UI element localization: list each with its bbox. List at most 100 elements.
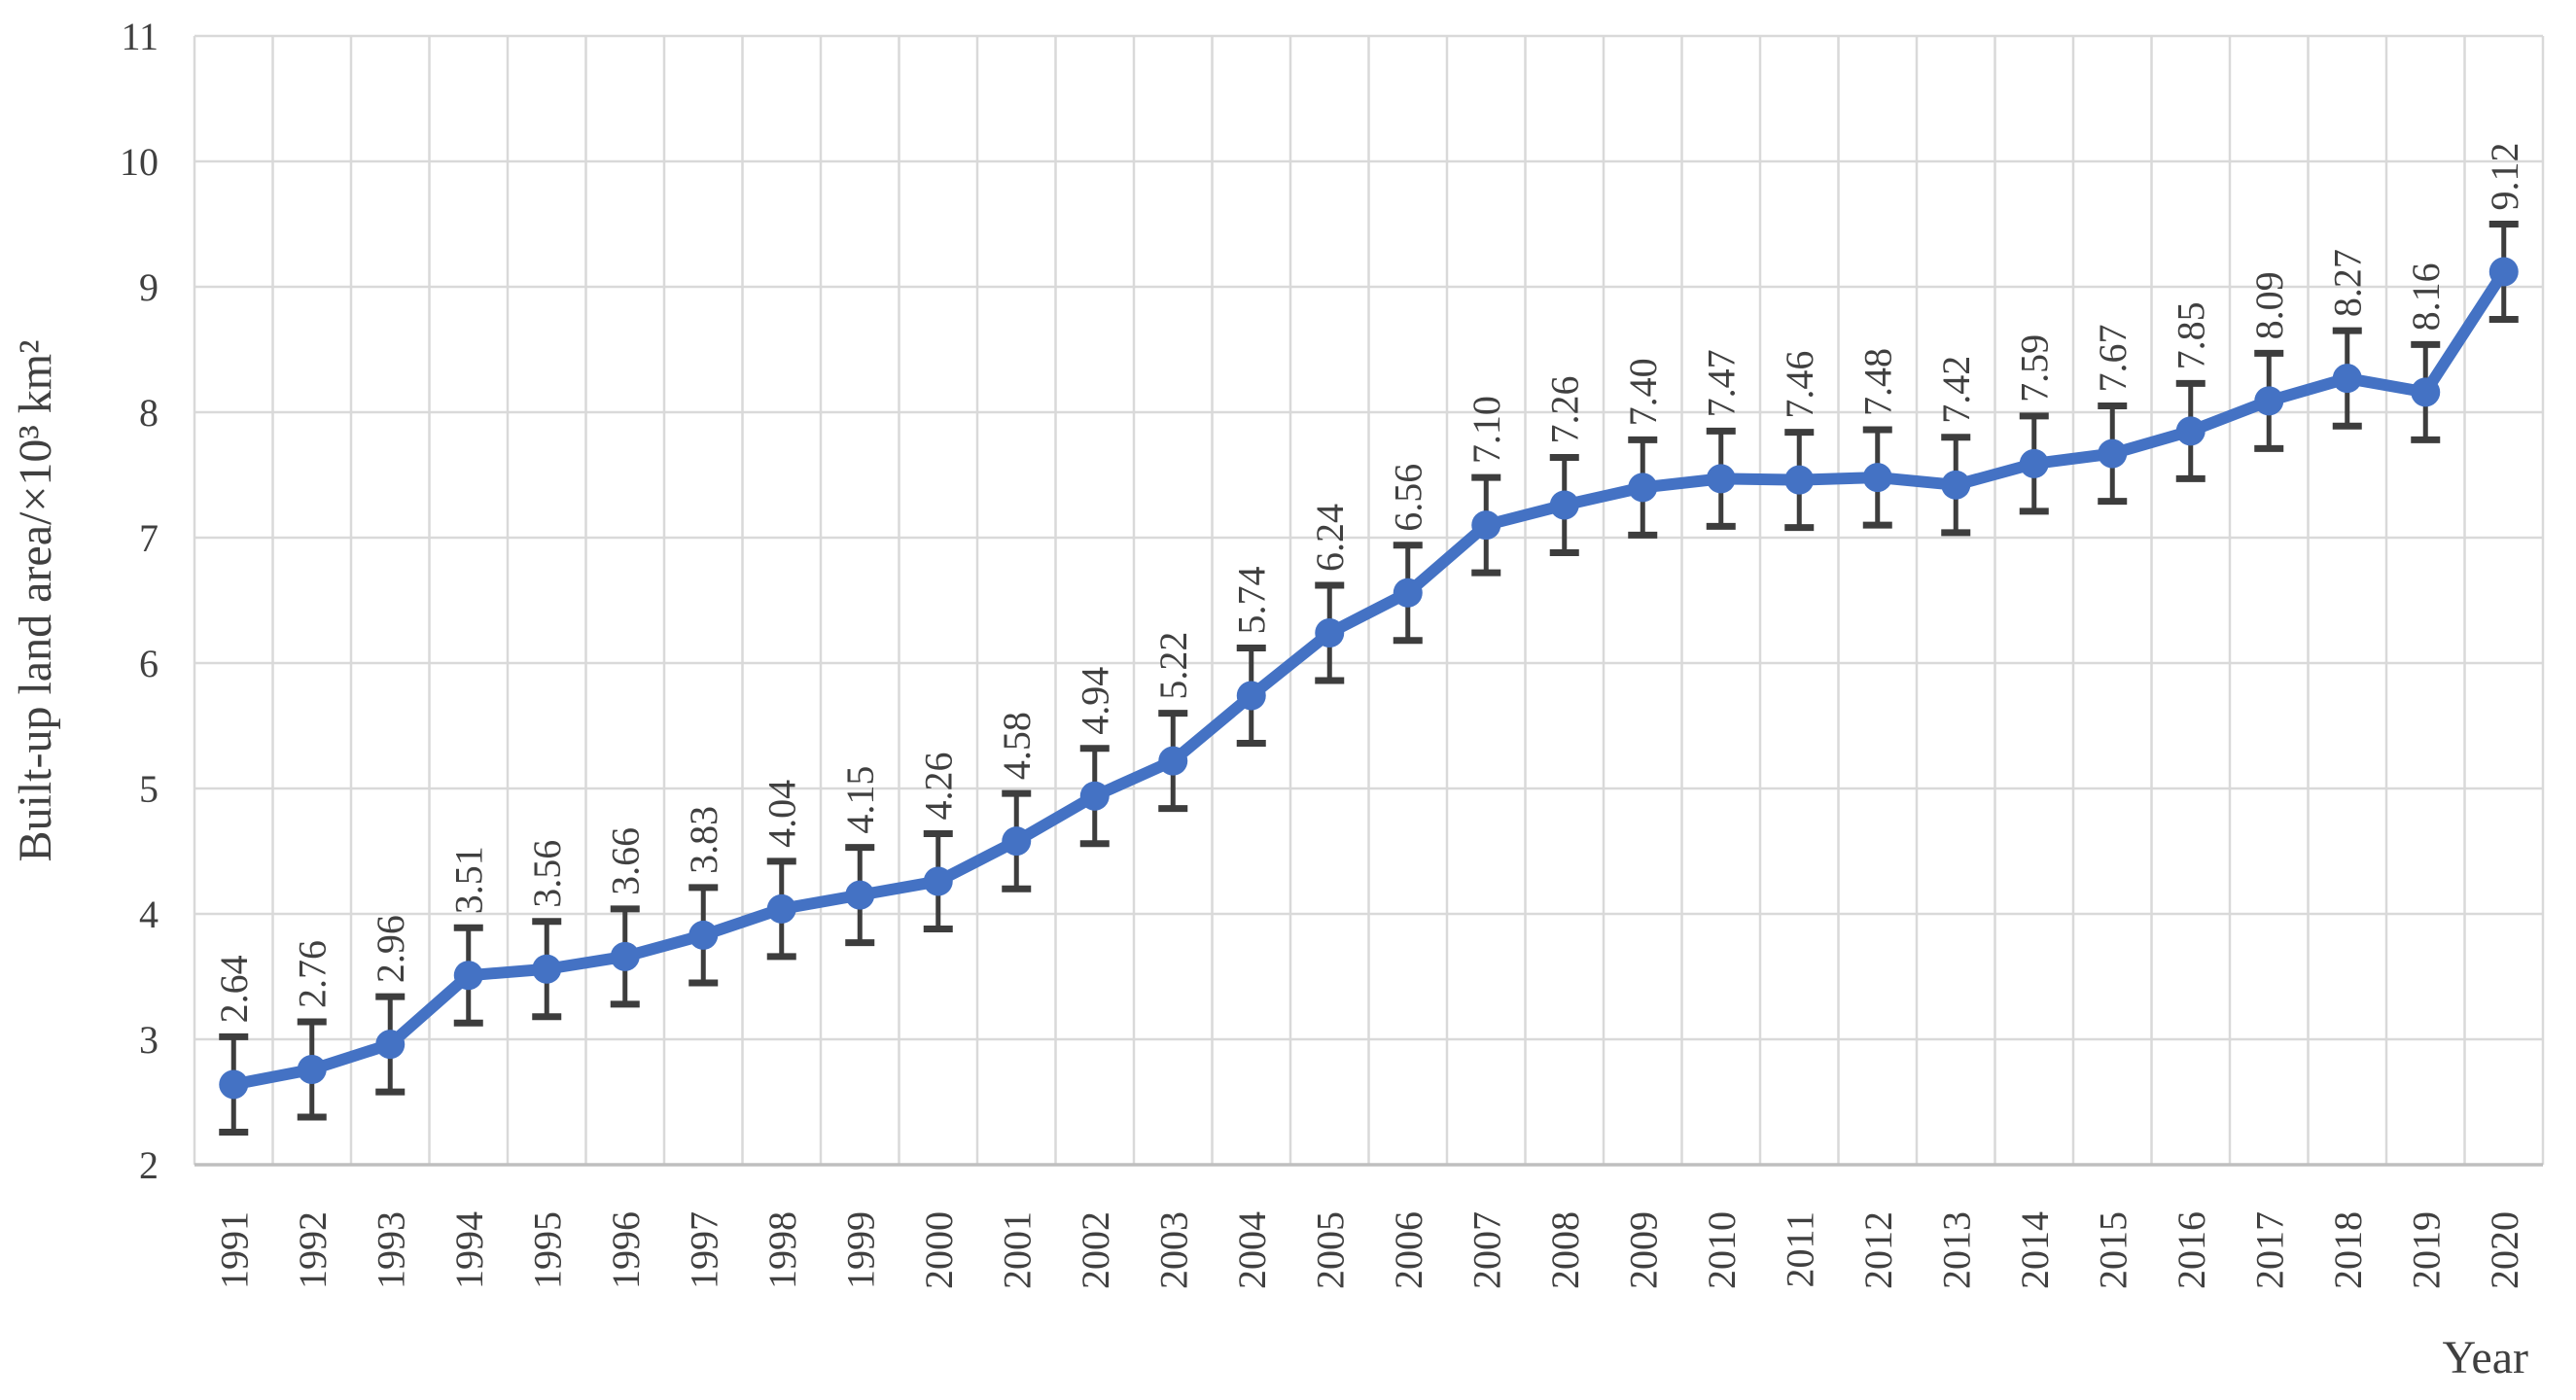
data-point-label: 7.59: [2013, 334, 2057, 402]
data-point-marker: [1549, 490, 1579, 520]
x-tick-label: 2004: [1230, 1211, 1274, 1289]
series-layer: [219, 257, 2519, 1100]
x-tick-label: 1992: [291, 1211, 335, 1289]
x-tick-label: 1995: [525, 1211, 569, 1289]
x-tick-label: 1998: [760, 1211, 804, 1289]
x-tick-label: 2005: [1308, 1211, 1352, 1289]
data-point-label: 4.15: [838, 766, 882, 834]
x-tick-label: 2012: [1856, 1211, 1900, 1289]
data-point-label: 4.26: [917, 752, 961, 820]
tick-label-layer: 2 3 4 5 6 7 8 9 10 11 1991 1992 1993 1994 1995 1996 1997…: [120, 15, 2526, 1289]
data-point-marker: [1079, 781, 1110, 811]
x-axis-title: Year: [2443, 1332, 2528, 1383]
x-tick-label: 2015: [2091, 1211, 2135, 1289]
data-point-label: 7.10: [1464, 396, 1508, 464]
data-point-marker: [1002, 826, 1032, 857]
data-point-marker: [532, 954, 562, 984]
data-point-label: 7.40: [1621, 358, 1665, 426]
data-point-label: 7.26: [1543, 375, 1587, 443]
data-point-marker: [375, 1030, 406, 1060]
data-point-label: 3.56: [525, 840, 569, 908]
y-tick-label: 2: [139, 1143, 159, 1187]
data-point-marker: [2332, 364, 2362, 394]
x-tick-label: 1991: [212, 1211, 256, 1289]
x-tick-label: 2002: [1074, 1211, 1117, 1289]
x-tick-label: 2000: [917, 1211, 961, 1289]
y-tick-label: 7: [139, 516, 159, 560]
data-point-label: 3.83: [682, 806, 725, 874]
y-tick-label: 5: [139, 767, 159, 811]
data-label-layer: 2.64 2.76 2.96 3.51 3.56 3.66 3.83 4.04 4.15 4.26…: [212, 143, 2526, 1024]
data-point-label: 8.09: [2247, 271, 2291, 339]
x-tick-label: 2001: [995, 1211, 1039, 1289]
data-point-marker: [1158, 746, 1188, 776]
data-point-marker: [923, 866, 953, 896]
x-tick-label: 2013: [1934, 1211, 1978, 1289]
x-tick-label: 2014: [2013, 1211, 2057, 1289]
y-tick-label: 10: [120, 140, 159, 184]
data-point-marker: [1941, 470, 1971, 500]
x-tick-label: 2019: [2404, 1211, 2448, 1289]
y-tick-label: 11: [121, 15, 159, 58]
data-point-label: 2.76: [291, 940, 335, 1008]
x-tick-label: 2009: [1621, 1211, 1665, 1289]
data-point-marker: [1236, 681, 1266, 711]
data-point-label: 7.47: [1700, 349, 1744, 417]
data-point-label: 7.42: [1934, 356, 1978, 424]
data-point-label: 5.22: [1151, 632, 1195, 700]
data-point-marker: [1628, 472, 1658, 503]
data-point-marker: [1862, 463, 1892, 493]
data-point-label: 2.64: [212, 955, 256, 1023]
x-tick-label: 2006: [1387, 1211, 1430, 1289]
data-point-label: 7.48: [1856, 348, 1900, 416]
y-axis-title: Built-up land area/×10³ km²: [10, 339, 61, 861]
data-point-label: 8.27: [2326, 249, 2370, 317]
data-point-marker: [2411, 377, 2441, 407]
data-point-marker: [2175, 416, 2205, 446]
data-point-marker: [2254, 386, 2284, 416]
data-point-marker: [1315, 618, 1345, 648]
x-tick-label: 2018: [2326, 1211, 2370, 1289]
data-point-label: 3.51: [447, 846, 491, 914]
data-point-marker: [219, 1069, 249, 1100]
data-point-label: 7.46: [1778, 351, 1821, 419]
y-tick-label: 9: [139, 265, 159, 309]
data-point-label: 2.96: [369, 915, 412, 983]
x-tick-label: 2020: [2483, 1211, 2526, 1289]
data-point-label: 9.12: [2483, 143, 2526, 211]
x-tick-label: 1996: [604, 1211, 648, 1289]
grid-layer: [193, 34, 2545, 1167]
x-tick-label: 2008: [1543, 1211, 1587, 1289]
data-point-marker: [766, 893, 796, 924]
data-point-label: 7.85: [2170, 301, 2213, 369]
data-point-label: 6.56: [1387, 464, 1430, 532]
data-point-marker: [1393, 578, 1423, 608]
data-point-label: 6.24: [1308, 504, 1352, 572]
y-tick-label: 4: [139, 892, 159, 936]
data-point-marker: [2019, 448, 2049, 478]
data-point-marker: [845, 880, 875, 910]
x-tick-label: 2010: [1700, 1211, 1744, 1289]
data-point-label: 4.94: [1074, 667, 1117, 735]
x-tick-label: 2017: [2247, 1211, 2291, 1289]
x-tick-label: 2003: [1151, 1211, 1195, 1289]
data-point-label: 4.58: [995, 712, 1039, 780]
data-point-marker: [610, 941, 640, 971]
y-tick-label: 3: [139, 1018, 159, 1062]
data-point-marker: [453, 961, 483, 991]
data-point-label: 7.67: [2091, 325, 2135, 393]
x-tick-label: 2016: [2170, 1211, 2213, 1289]
x-tick-label: 1999: [838, 1211, 882, 1289]
data-point-marker: [688, 920, 719, 950]
data-point-marker: [1706, 464, 1736, 494]
data-point-marker: [1784, 465, 1815, 495]
x-tick-label: 2011: [1778, 1211, 1821, 1288]
data-point-label: 4.04: [760, 780, 804, 848]
y-tick-label: 8: [139, 391, 159, 435]
data-point-marker: [297, 1054, 327, 1084]
data-point-label: 5.74: [1230, 567, 1274, 635]
x-tick-label: 1997: [682, 1211, 725, 1289]
data-point-marker: [2488, 257, 2519, 287]
